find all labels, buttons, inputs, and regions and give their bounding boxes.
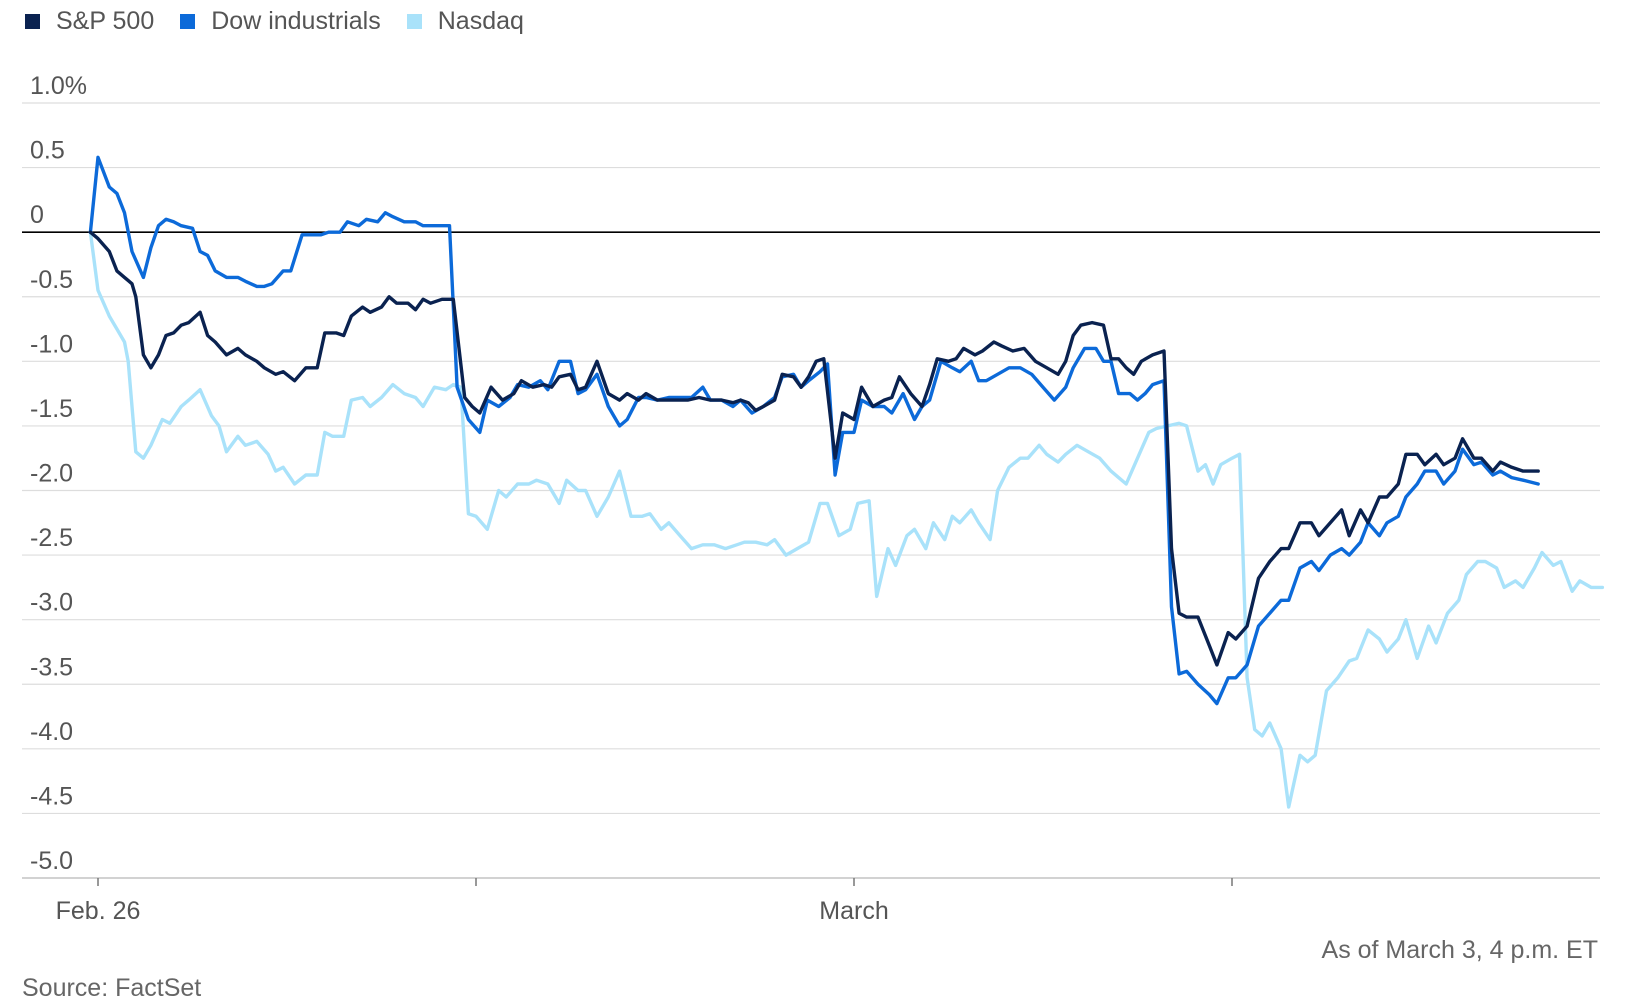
y-tick-label: -3.0 [30,589,73,617]
timestamp-note: As of March 3, 4 p.m. ET [1321,936,1598,964]
series-line-s-p-500 [88,230,1540,667]
legend-swatch-dow [180,13,196,29]
y-tick-label: -5.0 [30,847,73,875]
y-tick-label: 0.5 [30,137,65,165]
y-tick-label: -2.5 [30,524,73,552]
grid-lines [22,102,1600,879]
legend-label-sp500: S&P 500 [56,6,155,35]
y-tick-label: -4.5 [30,782,73,810]
x-tick-label: March [819,897,888,925]
y-tick-label: 1.0% [30,72,87,100]
y-tick-label: -3.5 [30,653,73,681]
x-tick-label: Feb. 26 [56,897,141,925]
series-line-nasdaq [88,230,1605,809]
series-lines [88,155,1605,809]
legend-item-sp500: S&P 500 [25,7,154,36]
chart-legend: S&P 500 Dow industrials Nasdaq [25,6,550,36]
y-axis-labels: 1.0% 0.5 0 -0.5 -1.0 -1.5 -2.0 -2.5 -3.0 -3.5 -4.0… [30,72,87,875]
y-tick-label: -0.5 [30,266,73,294]
series-line-dow-industrials [88,155,1540,706]
legend-swatch-nasdaq [406,13,422,29]
legend-label-nasdaq: Nasdaq [437,6,524,35]
x-axis: Feb. 26 March [22,877,1600,925]
source-note: Source: FactSet [22,974,202,1002]
legend-label-dow: Dow industrials [211,6,381,35]
legend-swatch-sp500 [25,13,40,29]
y-tick-label: -2.0 [30,460,73,488]
legend-item-dow: Dow industrials [180,7,381,36]
y-tick-label: 0 [30,201,44,229]
y-tick-label: -1.0 [30,330,73,358]
legend-item-nasdaq: Nasdaq [406,6,524,36]
y-tick-label: -1.5 [30,395,73,423]
y-tick-label: -4.0 [30,718,73,746]
